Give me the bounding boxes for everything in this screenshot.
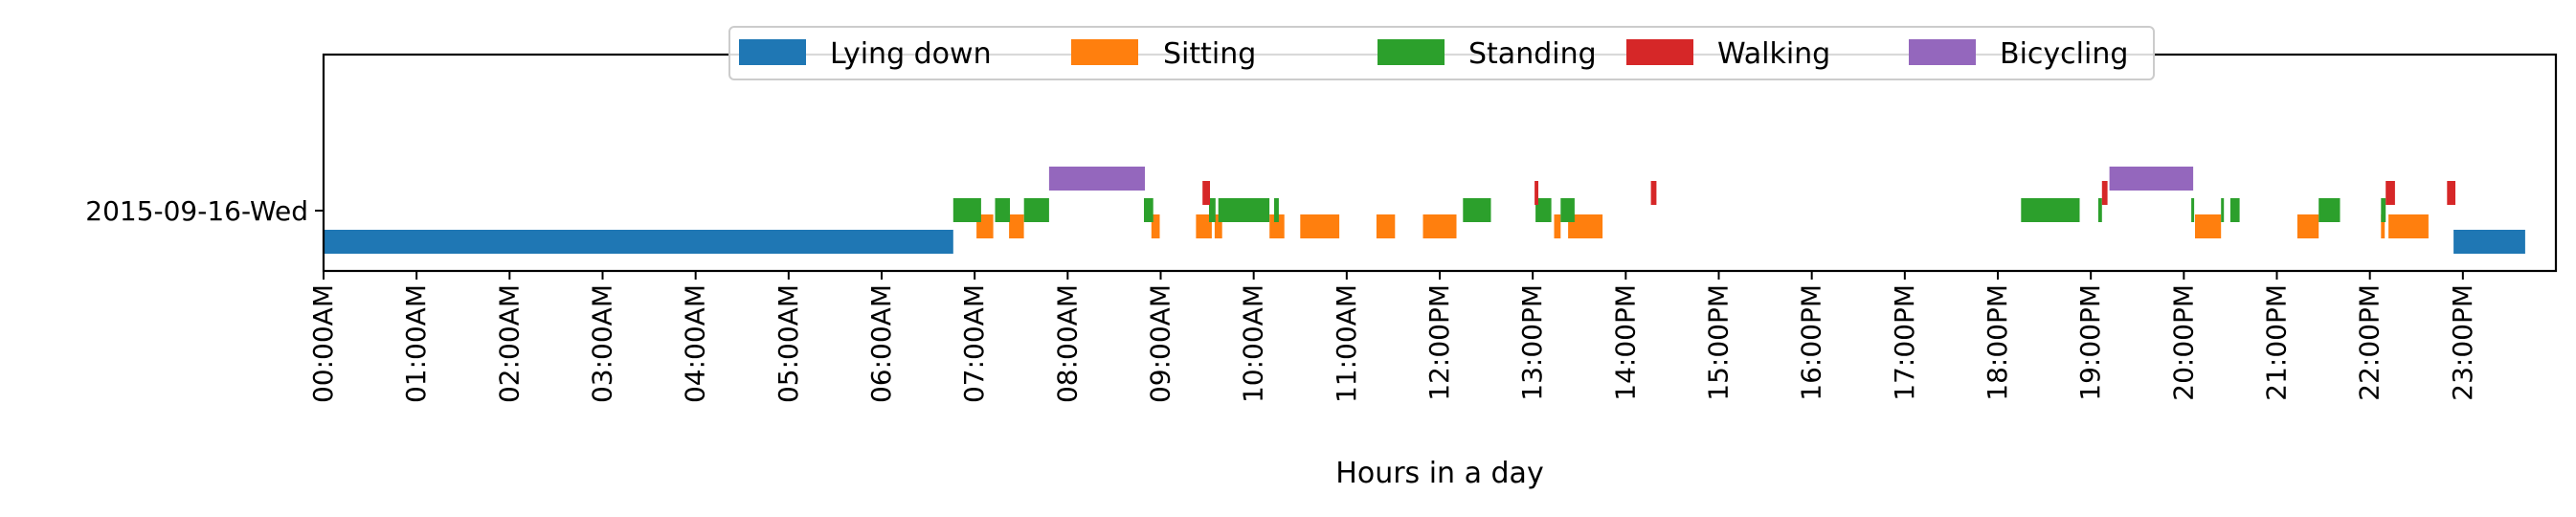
- x-tick-label: 19:00PM: [2074, 284, 2106, 401]
- bar-sitting: [2381, 214, 2386, 238]
- bar-standing: [952, 198, 981, 222]
- bar-standing: [2229, 198, 2240, 222]
- x-tick-label: 05:00AM: [773, 284, 804, 403]
- legend-swatch-standing: [1378, 39, 1445, 65]
- x-tick-label: 09:00AM: [1145, 284, 1176, 403]
- legend-label-standing: Standing: [1468, 37, 1597, 71]
- bar-sitting: [2195, 214, 2222, 238]
- bar-standing: [1144, 198, 1154, 222]
- x-tick-label: 14:00PM: [1609, 284, 1641, 401]
- x-tick-label: 10:00AM: [1238, 284, 1269, 403]
- x-axis-ticks: 00:00AM 01:00AM 02:00AM 03:00AM 04:00AM 05:00…: [307, 271, 2478, 403]
- legend-label-bicycling: Bicycling: [2000, 37, 2128, 71]
- bar-sitting: [2388, 214, 2429, 238]
- activity-bars: [324, 167, 2525, 254]
- x-tick-label: 13:00PM: [1516, 284, 1548, 401]
- x-tick-label: 11:00AM: [1331, 284, 1362, 403]
- bar-standing: [1274, 198, 1279, 222]
- legend-swatch-walking: [1626, 39, 1693, 65]
- bar-bicycling: [2109, 167, 2194, 191]
- x-tick-label: 02:00AM: [493, 284, 525, 403]
- x-tick-label: 17:00PM: [1889, 284, 1920, 401]
- x-axis-label: Hours in a day: [1335, 457, 1543, 490]
- bar-standing: [1535, 198, 1552, 222]
- x-tick-label: 07:00AM: [958, 284, 990, 403]
- bar-standing: [1209, 198, 1216, 222]
- bar-walking: [2101, 181, 2108, 205]
- bar-standing: [1560, 198, 1575, 222]
- x-tick-label: 16:00PM: [1796, 284, 1827, 401]
- x-tick-label: 15:00PM: [1703, 284, 1735, 401]
- legend-swatch-sitting: [1071, 39, 1138, 65]
- bar-sitting: [1300, 214, 1340, 238]
- bar-standing: [2021, 198, 2080, 222]
- bar-walking: [1650, 181, 1657, 205]
- bar-sitting: [1009, 214, 1024, 238]
- bar-walking: [1202, 181, 1210, 205]
- legend-swatch-bicycling: [1909, 39, 1976, 65]
- bar-lying-down: [2453, 230, 2525, 254]
- bar-standing: [1463, 198, 1491, 222]
- bar-sitting: [2296, 214, 2319, 238]
- x-tick-label: 01:00AM: [400, 284, 432, 403]
- y-axis-ticks: 2015-09-16-Wed: [85, 195, 324, 227]
- x-tick-label: 06:00AM: [865, 284, 897, 403]
- bar-standing: [2381, 198, 2386, 222]
- bar-standing: [1218, 198, 1270, 222]
- x-tick-label: 22:00PM: [2354, 284, 2386, 401]
- x-tick-label: 23:00PM: [2447, 284, 2478, 401]
- bar-sitting: [1214, 214, 1222, 238]
- x-tick-label: 12:00PM: [1423, 284, 1455, 401]
- bar-standing: [995, 198, 1010, 222]
- x-tick-label: 04:00AM: [680, 284, 711, 403]
- bar-lying-down: [324, 230, 953, 254]
- x-tick-label: 03:00AM: [587, 284, 618, 403]
- bar-sitting: [1269, 214, 1285, 238]
- bar-sitting: [1554, 214, 1561, 238]
- bar-standing: [2191, 198, 2195, 222]
- bar-standing: [2097, 198, 2102, 222]
- bar-walking: [2386, 181, 2395, 205]
- x-tick-label: 21:00PM: [2261, 284, 2293, 401]
- bar-walking: [2447, 181, 2455, 205]
- bar-standing: [2221, 198, 2225, 222]
- legend-label-lying-down: Lying down: [830, 37, 992, 71]
- x-tick-label: 08:00AM: [1051, 284, 1083, 403]
- bar-walking: [1534, 181, 1538, 205]
- legend-label-sitting: Sitting: [1163, 37, 1256, 71]
- y-tick-label: 2015-09-16-Wed: [85, 195, 308, 227]
- legend-swatch-lying-down: [739, 39, 806, 65]
- bar-sitting: [1376, 214, 1396, 238]
- x-tick-label: 20:00PM: [2167, 284, 2199, 401]
- bar-bicycling: [1048, 167, 1145, 191]
- bar-sitting: [1196, 214, 1212, 238]
- bar-sitting: [1422, 214, 1457, 238]
- x-tick-label: 18:00PM: [1982, 284, 2013, 401]
- legend: Lying down Sitting Standing Walking Bicyclin…: [728, 26, 2155, 80]
- legend-label-walking: Walking: [1717, 37, 1830, 71]
- x-tick-label: 00:00AM: [307, 284, 339, 403]
- bar-standing: [2318, 198, 2341, 222]
- bar-standing: [1023, 198, 1049, 222]
- bar-sitting: [1151, 214, 1160, 238]
